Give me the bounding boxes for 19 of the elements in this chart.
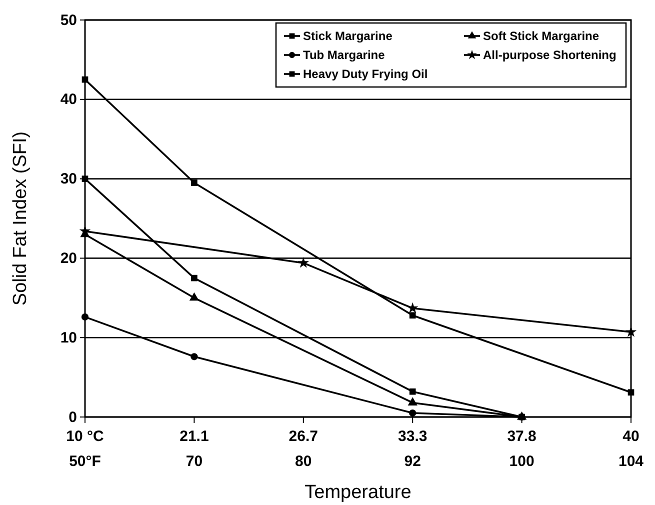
- y-tick-label: 20: [60, 250, 77, 267]
- legend-label: All-purpose Shortening: [483, 48, 616, 62]
- x-axis-title: Temperature: [304, 482, 412, 503]
- y-tick-label: 10: [60, 329, 77, 346]
- legend-label: Stick Margarine: [303, 29, 393, 44]
- x-tick-label: 40 104: [618, 428, 644, 470]
- x-tick-label: 10 °C 50°F: [66, 428, 104, 470]
- x-tick-label: 21.1 70: [180, 428, 209, 470]
- y-tick-label: 50: [60, 12, 77, 29]
- y-tick-label: 30: [60, 170, 77, 188]
- legend-label: Soft Stick Margarine: [483, 29, 600, 44]
- y-tick-label: 0: [68, 408, 77, 426]
- x-tick-label: 37.8 100: [507, 428, 536, 470]
- x-tick-label: 26.7 80: [288, 428, 318, 470]
- legend-label: Heavy Duty Frying Oil: [303, 67, 428, 82]
- x-tick-label: 33.3 92: [398, 428, 428, 470]
- y-axis-title: Solid Fat Index (SFI): [10, 131, 31, 306]
- y-tick-label: 40: [60, 91, 77, 108]
- legend-label: Tub Margarine: [303, 48, 386, 62]
